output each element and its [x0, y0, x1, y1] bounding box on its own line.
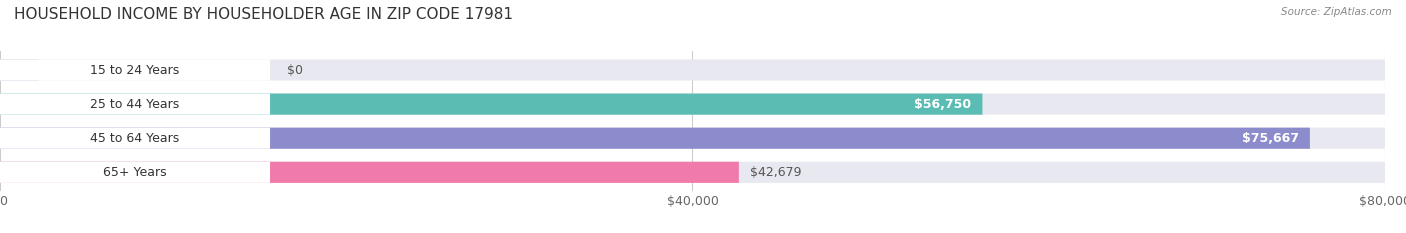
Text: $56,750: $56,750 — [914, 98, 972, 111]
Text: Source: ZipAtlas.com: Source: ZipAtlas.com — [1281, 7, 1392, 17]
FancyBboxPatch shape — [0, 162, 738, 183]
Text: $42,679: $42,679 — [749, 166, 801, 179]
FancyBboxPatch shape — [0, 128, 1310, 149]
FancyBboxPatch shape — [0, 59, 39, 81]
FancyBboxPatch shape — [0, 59, 270, 81]
FancyBboxPatch shape — [0, 93, 1385, 115]
Text: 65+ Years: 65+ Years — [103, 166, 167, 179]
Text: 25 to 44 Years: 25 to 44 Years — [90, 98, 180, 111]
FancyBboxPatch shape — [0, 128, 1385, 149]
Text: 15 to 24 Years: 15 to 24 Years — [90, 64, 180, 76]
FancyBboxPatch shape — [0, 59, 1385, 81]
FancyBboxPatch shape — [0, 128, 270, 149]
Text: HOUSEHOLD INCOME BY HOUSEHOLDER AGE IN ZIP CODE 17981: HOUSEHOLD INCOME BY HOUSEHOLDER AGE IN Z… — [14, 7, 513, 22]
Text: $75,667: $75,667 — [1241, 132, 1299, 145]
FancyBboxPatch shape — [0, 93, 270, 115]
Text: $0: $0 — [287, 64, 302, 76]
FancyBboxPatch shape — [0, 162, 1385, 183]
Text: 45 to 64 Years: 45 to 64 Years — [90, 132, 180, 145]
FancyBboxPatch shape — [0, 93, 983, 115]
FancyBboxPatch shape — [0, 162, 270, 183]
